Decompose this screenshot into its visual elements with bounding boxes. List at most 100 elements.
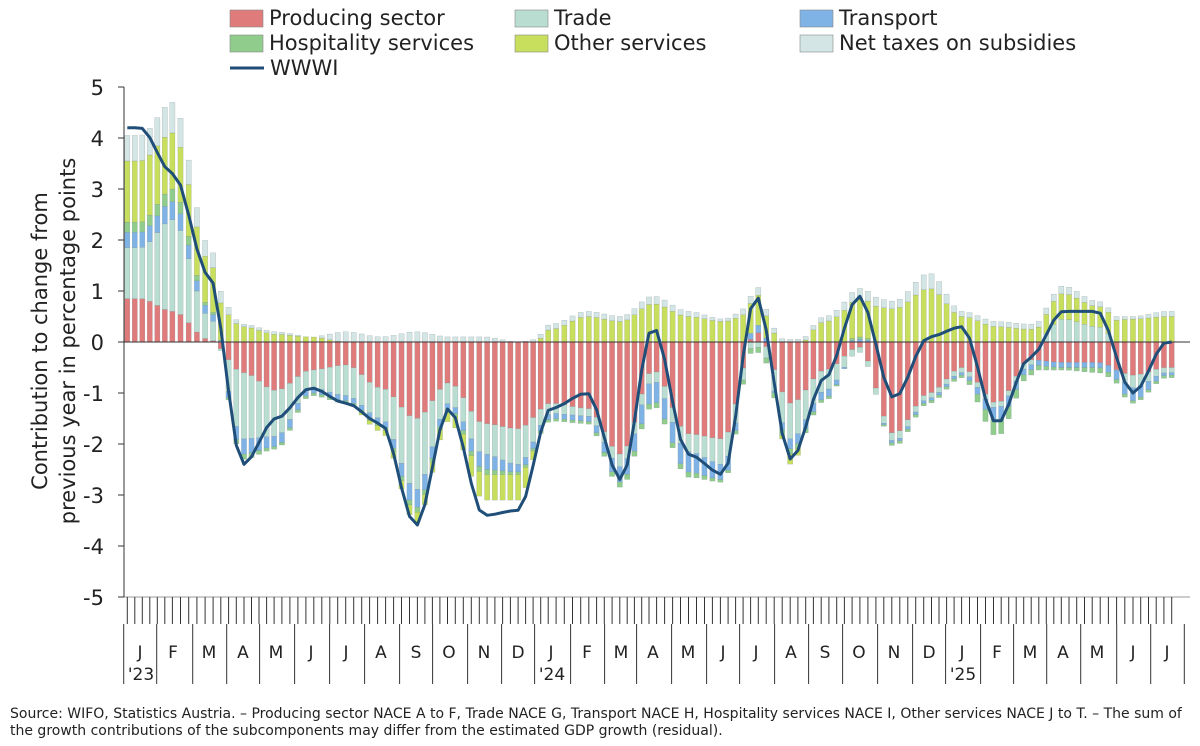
bar-segment-net_taxes — [889, 300, 895, 309]
bar-segment-transport — [553, 413, 559, 419]
bar-segment-hospitality — [406, 499, 413, 506]
bar-segment-trade — [936, 387, 942, 393]
bar-segment-transport — [586, 416, 592, 422]
y-tick-label: 0 — [91, 331, 104, 355]
bar-segment-trade — [342, 364, 349, 396]
bar-segment-net_taxes — [771, 327, 777, 334]
bar-segment-transport — [1066, 362, 1072, 368]
bar-segment-other_services — [1028, 329, 1035, 343]
bar-segment-net_taxes — [287, 333, 293, 336]
source-note-line2: the growth contributions of the subcompo… — [10, 723, 723, 739]
bar-segment-other_services — [1145, 317, 1152, 343]
bar-segment-trade — [990, 401, 997, 408]
bar-segment-hospitality — [1089, 367, 1096, 373]
bar-segment-hospitality — [132, 221, 138, 233]
x-month-label: M — [614, 643, 629, 663]
bar-segment-hospitality — [685, 471, 692, 478]
bar-segment-transport — [522, 457, 529, 465]
bar-segment-hospitality — [624, 474, 630, 480]
bar-segment-other_services — [631, 314, 638, 343]
bar-segment-producing_sector — [1013, 341, 1019, 377]
bar-segment-trade — [382, 389, 389, 423]
x-month-label: A — [375, 643, 387, 663]
bar-segment-transport — [841, 367, 848, 369]
legend-label-wwwi: WWWI — [270, 56, 339, 80]
bar-segment-transport — [241, 438, 247, 455]
bar-segment-other_services — [1020, 328, 1027, 343]
bar-segment-net_taxes — [586, 311, 592, 317]
bar-segment-trade — [889, 432, 895, 441]
bar-segment-other_services — [617, 321, 623, 343]
bar-segment-hospitality — [561, 419, 568, 423]
bar-segment-hospitality — [1020, 374, 1027, 382]
wwwi-line-layer — [127, 126, 1172, 527]
bar-segment-producing_sector — [998, 341, 1004, 402]
bar-segment-other_services — [1066, 294, 1072, 320]
bar-segment-net_taxes — [841, 301, 848, 311]
bar-segment-hospitality — [709, 477, 716, 482]
bar-segment-transport — [1097, 362, 1103, 369]
bar-segment-transport — [1051, 361, 1057, 368]
source-note-line1: Source: WIFO, Statistics Austria. – Prod… — [10, 706, 1182, 722]
bar-segment-other_services — [499, 474, 506, 501]
y-tick-label: -2 — [83, 433, 104, 457]
bar-segment-hospitality — [725, 469, 731, 474]
bar-segment-other_services — [624, 319, 630, 343]
bar-segment-producing_sector — [545, 341, 551, 404]
bar-segment-producing_sector — [653, 341, 660, 373]
bar-segment-net_taxes — [537, 334, 544, 339]
bar-segment-trade — [617, 453, 623, 467]
bar-segment-transport — [295, 403, 301, 411]
bar-segment-producing_sector — [693, 341, 700, 435]
bar-segment-hospitality — [1113, 379, 1120, 384]
bar-segment-trade — [484, 423, 490, 455]
bar-segment-other_services — [818, 322, 824, 343]
bar-segment-net_taxes — [1058, 286, 1065, 295]
bar-segment-net_taxes — [218, 290, 224, 304]
legend-label-hospitality: Hospitality services — [269, 31, 474, 55]
bar-segment-net_taxes — [717, 318, 724, 322]
bar-segment-other_services — [833, 316, 840, 343]
bar-segment-producing_sector — [169, 311, 176, 343]
bar-segment-net_taxes — [826, 315, 832, 322]
bar-segment-hospitality — [865, 338, 871, 341]
y-tick-label: 4 — [91, 127, 104, 151]
bar-segment-trade — [841, 355, 848, 368]
bar-segment-transport — [210, 314, 216, 322]
bar-segment-producing_sector — [553, 341, 559, 404]
bar-segment-net_taxes — [904, 291, 911, 303]
bar-segment-producing_sector — [889, 341, 895, 433]
bar-segment-net_taxes — [1028, 323, 1035, 330]
bar-segment-trade — [787, 402, 793, 439]
bar-segment-other_services — [279, 334, 285, 343]
bar-segment-net_taxes — [646, 296, 652, 305]
bar-segment-net_taxes — [661, 299, 668, 308]
bar-segment-other_services — [1089, 305, 1096, 327]
bar-segment-net_taxes — [617, 316, 623, 322]
bar-segment-net_taxes — [958, 311, 965, 317]
wwwi-line — [127, 126, 1172, 527]
bar-segment-hospitality — [936, 394, 942, 398]
bar-segment-trade — [279, 388, 285, 433]
bar-segment-other_services — [374, 425, 381, 431]
bar-segment-trade — [406, 415, 413, 484]
bar-segment-transport — [818, 391, 824, 401]
bar-segment-trade — [897, 430, 903, 439]
bar-segment-transport — [1035, 360, 1042, 366]
bar-segment-net_taxes — [624, 314, 630, 321]
bar-segment-net_taxes — [279, 332, 285, 335]
bar-segment-net_taxes — [1153, 312, 1159, 318]
bar-segment-net_taxes — [414, 331, 421, 343]
bar-segment-producing_sector — [303, 341, 309, 372]
bar-segment-net_taxes — [1113, 316, 1120, 321]
bar-segment-trade — [951, 371, 957, 377]
bar-segment-producing_sector — [685, 341, 692, 434]
bar-segment-producing_sector — [1051, 341, 1057, 363]
bar-segment-producing_sector — [248, 341, 255, 376]
bar-segment-net_taxes — [897, 298, 903, 308]
bar-segment-other_services — [1005, 327, 1012, 343]
bar-segment-trade — [661, 386, 668, 399]
bar-segment-other_services — [693, 317, 700, 343]
bar-segment-hospitality — [177, 201, 184, 214]
bar-segment-hospitality — [617, 481, 623, 488]
